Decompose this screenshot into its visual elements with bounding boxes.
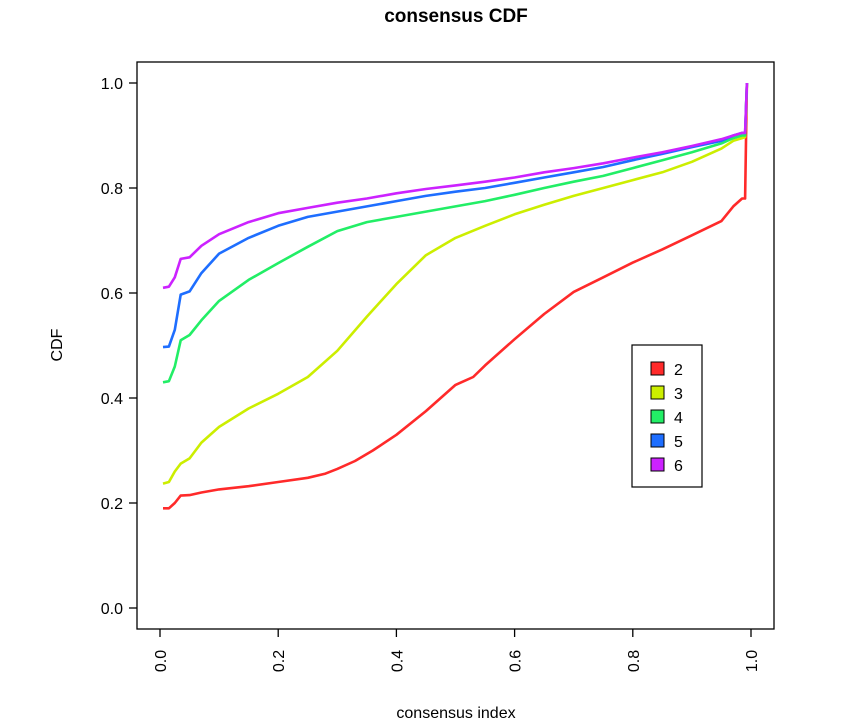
y-tick-label: 0.4 bbox=[101, 391, 123, 408]
x-tick-label: 0.0 bbox=[153, 650, 170, 672]
legend-label-6: 6 bbox=[674, 458, 683, 475]
y-tick-label: 0.6 bbox=[101, 286, 123, 303]
legend-swatch-2 bbox=[650, 361, 665, 376]
x-tick-label: 1.0 bbox=[744, 650, 761, 672]
x-tick-label: 0.8 bbox=[626, 650, 643, 672]
legend: 2 3 4 5 6 bbox=[631, 344, 703, 488]
x-tick-label: 0.4 bbox=[389, 650, 406, 672]
legend-label-4: 4 bbox=[674, 410, 683, 427]
series-lines bbox=[162, 82, 749, 510]
series-line-5 bbox=[162, 82, 749, 349]
series-line-6 bbox=[162, 82, 749, 290]
legend-swatch-4 bbox=[650, 409, 665, 424]
legend-label-3: 3 bbox=[674, 386, 683, 403]
series-line-2 bbox=[163, 82, 749, 510]
y-axis-label: CDF bbox=[49, 328, 66, 361]
chart-title: consensus CDF bbox=[384, 6, 528, 27]
legend-label-5: 5 bbox=[674, 434, 683, 451]
series-line-4 bbox=[162, 82, 749, 384]
y-tick-label: 0.2 bbox=[101, 496, 123, 513]
y-tick-label: 1.0 bbox=[101, 76, 123, 93]
y-tick-label: 0.8 bbox=[101, 181, 123, 198]
plot-frame bbox=[136, 61, 775, 630]
y-tick-label: 0.0 bbox=[101, 601, 123, 618]
x-tick-label: 0.2 bbox=[271, 650, 288, 672]
legend-label-2: 2 bbox=[674, 362, 683, 379]
legend-swatch-5 bbox=[650, 433, 665, 448]
legend-swatch-6 bbox=[650, 457, 665, 472]
legend-swatch-3 bbox=[650, 385, 665, 400]
axes: 0.0 0.2 0.4 0.6 0.8 1.0 0.0 0.2 0.4 0.6 0.8 1.0 bbox=[101, 76, 761, 672]
legend-box bbox=[631, 344, 703, 488]
series-line-3 bbox=[162, 82, 749, 485]
x-tick-label: 0.6 bbox=[508, 650, 525, 672]
x-axis-label: consensus index bbox=[396, 705, 515, 722]
